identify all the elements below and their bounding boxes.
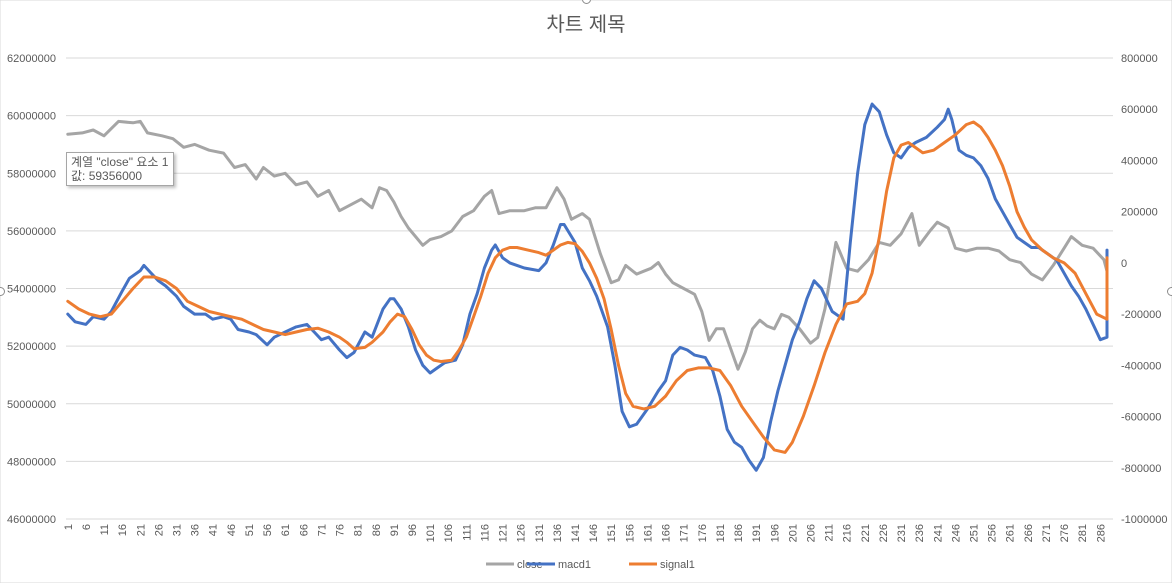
x-axis-tick-label: 261 [1005, 524, 1017, 542]
x-axis-tick-label: 51 [244, 524, 256, 536]
x-axis-tick-label: 21 [135, 524, 147, 536]
x-axis-tick-label: 46 [226, 524, 238, 536]
right-axis-tick-label: -200000 [1121, 309, 1161, 321]
right-axis-tick-label: 400000 [1121, 155, 1158, 167]
left-axis-tick-label: 48000000 [7, 456, 56, 468]
x-axis-tick-label: 41 [208, 524, 220, 536]
x-axis-tick-label: 26 [153, 524, 165, 536]
x-axis-tick-label: 206 [805, 524, 817, 542]
left-axis-tick-label: 46000000 [7, 514, 56, 526]
right-axis-tick-label: 800000 [1121, 53, 1158, 65]
x-axis-tick-label: 96 [407, 524, 419, 536]
left-axis-tick-label: 52000000 [7, 341, 56, 353]
x-axis-tick-label: 101 [425, 524, 437, 542]
x-axis-tick-label: 76 [335, 524, 347, 536]
resize-handle-right[interactable] [1167, 287, 1172, 296]
x-axis-tick-label: 171 [679, 524, 691, 542]
right-axis-tick-label: 200000 [1121, 207, 1158, 219]
series-line-signal1[interactable] [66, 120, 1109, 454]
x-axis-tick-label: 256 [987, 524, 999, 542]
x-axis-tick-label: 241 [932, 524, 944, 542]
left-axis-tick-label: 56000000 [7, 226, 56, 238]
x-axis-tick-label: 66 [298, 524, 310, 536]
x-axis-tick-label: 11 [99, 524, 111, 535]
left-axis-tick-label: 60000000 [7, 111, 56, 123]
left-axis-tick-label: 54000000 [7, 284, 56, 296]
resize-handle-left[interactable] [0, 287, 5, 296]
x-axis-tick-label: 186 [733, 524, 745, 542]
left-axis-tick-label: 50000000 [7, 399, 56, 411]
left-axis-tick-label: 62000000 [7, 53, 56, 65]
right-axis-tick-label: -1000000 [1121, 514, 1168, 526]
right-axis-tick-label: -800000 [1121, 463, 1161, 475]
x-axis-tick-label: 31 [171, 524, 183, 536]
x-axis-tick-label: 131 [534, 524, 546, 542]
x-axis-tick-label: 281 [1077, 524, 1089, 542]
x-axis-tick-label: 201 [787, 524, 799, 542]
x-axis-tick-label: 191 [751, 524, 763, 542]
legend[interactable]: closemacd1signal1 [486, 559, 695, 571]
x-axis-tick-label: 156 [624, 524, 636, 542]
legend-label-macd1[interactable]: macd1 [558, 559, 591, 571]
x-axis-tick-labels: 1 6 11 16 21 26 31 36 41 46 51 56 61 66 71 76 81 86 91 96 10… [63, 524, 1108, 542]
data-point-tooltip: 계열 "close" 요소 1 값: 59356000 [66, 152, 175, 186]
x-axis-tick-label: 71 [316, 524, 328, 536]
x-axis-tick-label: 106 [443, 524, 455, 542]
x-axis-tick-label: 176 [697, 524, 709, 542]
right-axis-tick-label: -600000 [1121, 412, 1161, 424]
right-axis-tick-label: -400000 [1121, 360, 1161, 372]
right-axis-tick-label: 600000 [1121, 104, 1158, 116]
x-axis-tick-label: 166 [661, 524, 673, 542]
x-axis-tick-label: 151 [606, 524, 618, 542]
x-axis-tick-label: 231 [896, 524, 908, 542]
right-axis-tick-label: 0 [1121, 258, 1127, 270]
x-axis-tick-label: 251 [969, 524, 981, 542]
x-axis-tick-label: 81 [353, 524, 365, 536]
tooltip-series-line: 계열 "close" 요소 1 [71, 155, 169, 169]
left-axis-tick-labels: 62000000 60000000 58000000 56000000 54000000… [7, 53, 56, 526]
x-axis-tick-label: 216 [842, 524, 854, 542]
series-line-close[interactable] [66, 119, 1109, 371]
x-axis-tick-label: 276 [1059, 524, 1071, 542]
x-axis-tick-label: 181 [715, 524, 727, 542]
x-axis-tick-label: 36 [190, 524, 202, 536]
legend-label-signal1[interactable]: signal1 [660, 559, 695, 571]
x-axis-tick-label: 61 [280, 524, 292, 536]
right-axis-tick-labels: 800000 600000 400000 200000 0 -200000 -400000 -… [1121, 53, 1168, 526]
x-axis-tick-label: 211 [824, 524, 836, 542]
chart-title[interactable]: 차트 제목 [546, 13, 625, 36]
x-axis-tick-label: 196 [769, 524, 781, 542]
x-axis-tick-label: 111 [461, 524, 473, 541]
gridlines [66, 57, 1113, 520]
x-axis-tick-label: 146 [588, 524, 600, 542]
x-axis-tick-label: 226 [878, 524, 890, 542]
x-axis-tick-label: 16 [117, 524, 129, 536]
left-axis-tick-label: 58000000 [7, 168, 56, 180]
x-axis-tick-label: 91 [389, 524, 401, 536]
x-axis-tick-label: 266 [1023, 524, 1035, 542]
x-axis-tick-label: 86 [371, 524, 383, 536]
tooltip-value-line: 값: 59356000 [71, 169, 143, 183]
x-axis-tick-label: 286 [1095, 524, 1107, 542]
x-axis-tick-label: 161 [642, 524, 654, 542]
x-axis-tick-label: 116 [479, 524, 491, 542]
x-axis-tick-label: 271 [1041, 524, 1053, 542]
series-group[interactable] [66, 102, 1109, 472]
x-axis-tick-label: 56 [262, 524, 274, 536]
x-axis-tick-label: 126 [516, 524, 528, 542]
x-axis-tick-label: 246 [950, 524, 962, 542]
x-axis-tick-label: 221 [860, 524, 872, 542]
x-axis-tick-label: 121 [498, 524, 510, 542]
x-axis-tick-label: 141 [570, 524, 582, 542]
x-axis-tick-label: 6 [81, 524, 93, 530]
x-axis-tick-label: 236 [914, 524, 926, 542]
x-axis-tick-label: 1 [63, 524, 75, 530]
x-axis-tick-label: 136 [552, 524, 564, 542]
